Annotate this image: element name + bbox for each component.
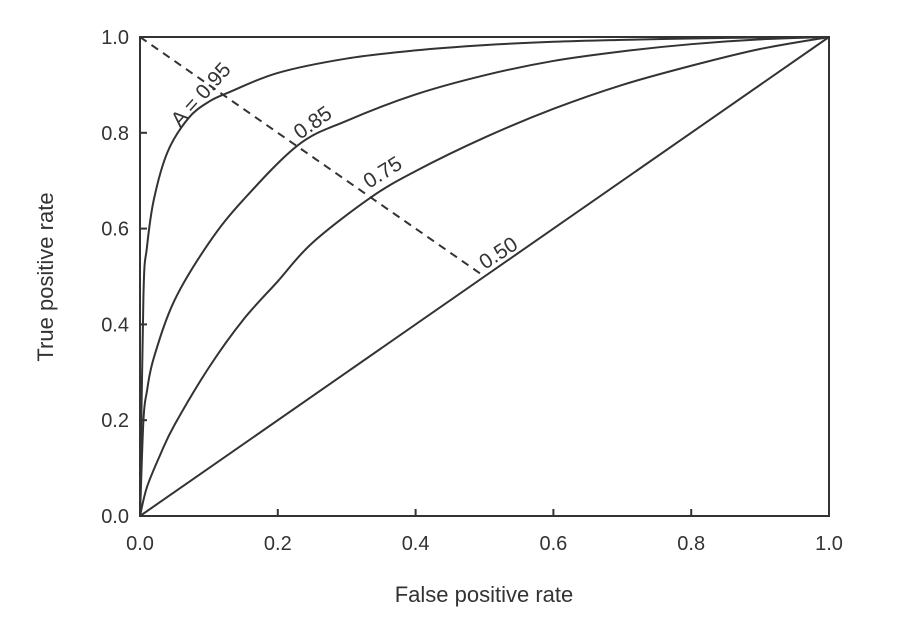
y-tick-label: 0.8 bbox=[101, 123, 129, 145]
x-tick-label: 0.6 bbox=[539, 533, 567, 555]
roc-curve-0-75 bbox=[139, 36, 830, 517]
roc-curve-0-95 bbox=[139, 36, 830, 517]
x-tick-label: 1.0 bbox=[815, 533, 843, 555]
y-tick-label: 0.0 bbox=[101, 506, 129, 528]
x-tick-label: 0.8 bbox=[677, 533, 705, 555]
y-axis-label: True positive rate bbox=[33, 192, 58, 361]
roc-curve-0-85 bbox=[139, 36, 830, 517]
y-axis-ticks: 0.0 0.2 0.4 0.6 0.8 1.0 bbox=[101, 27, 147, 528]
x-axis-label: False positive rate bbox=[395, 582, 574, 607]
plot-frame bbox=[139, 36, 830, 517]
x-tick-label: 0.4 bbox=[402, 533, 430, 555]
y-tick-label: 1.0 bbox=[101, 27, 129, 49]
x-axis-ticks: 0.0 0.2 0.4 0.6 0.8 1.0 bbox=[126, 509, 843, 555]
y-tick-label: 0.4 bbox=[101, 314, 129, 336]
y-tick-label: 0.2 bbox=[101, 410, 129, 432]
x-tick-label: 0.0 bbox=[126, 533, 154, 555]
roc-curve-0-50 bbox=[139, 36, 830, 517]
roc-curves bbox=[139, 36, 830, 517]
y-tick-label: 0.6 bbox=[101, 219, 129, 241]
x-tick-label: 0.2 bbox=[264, 533, 292, 555]
plot-border bbox=[139, 36, 830, 517]
